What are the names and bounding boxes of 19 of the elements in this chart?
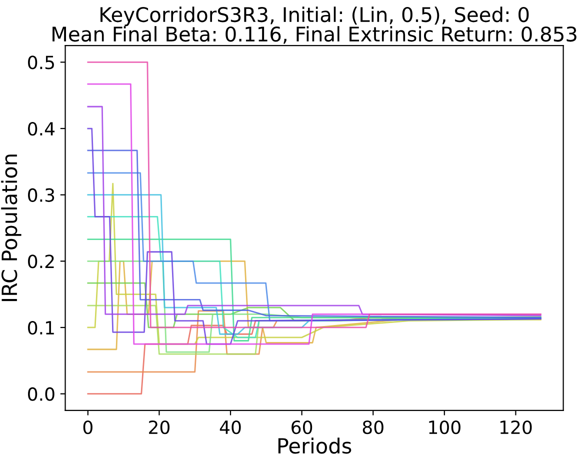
x-tick-label: 100 xyxy=(429,420,460,434)
y-tick-label: 0.5 xyxy=(28,56,54,70)
x-tick-label: 40 xyxy=(220,420,241,434)
x-tick-label: 60 xyxy=(292,420,312,434)
y-tick-label: 0.1 xyxy=(28,320,54,335)
x-tick-label: 80 xyxy=(362,420,384,434)
x-tick-label: 0 xyxy=(83,420,92,434)
line-series xyxy=(87,150,542,318)
line-series xyxy=(87,128,542,345)
y-axis-title: IRC Population xyxy=(1,154,22,302)
y-tick-label: 0.4 xyxy=(28,122,55,136)
y-tick-label: 0.2 xyxy=(28,254,54,268)
y-tick-label: 0.3 xyxy=(28,188,54,202)
y-tick-label: 0.0 xyxy=(28,387,54,401)
x-tick-label: 20 xyxy=(149,420,170,434)
line-series xyxy=(87,106,542,316)
chart-title: KeyCorridorS3R3, Initial: (Lin, 0.5), Seed: 0 Mean Final Beta: 0.116, Final Extrinsic Return: 0.853 xyxy=(52,6,576,44)
x-axis-title: Periods xyxy=(278,438,352,454)
x-tick-label: 120 xyxy=(500,420,532,434)
